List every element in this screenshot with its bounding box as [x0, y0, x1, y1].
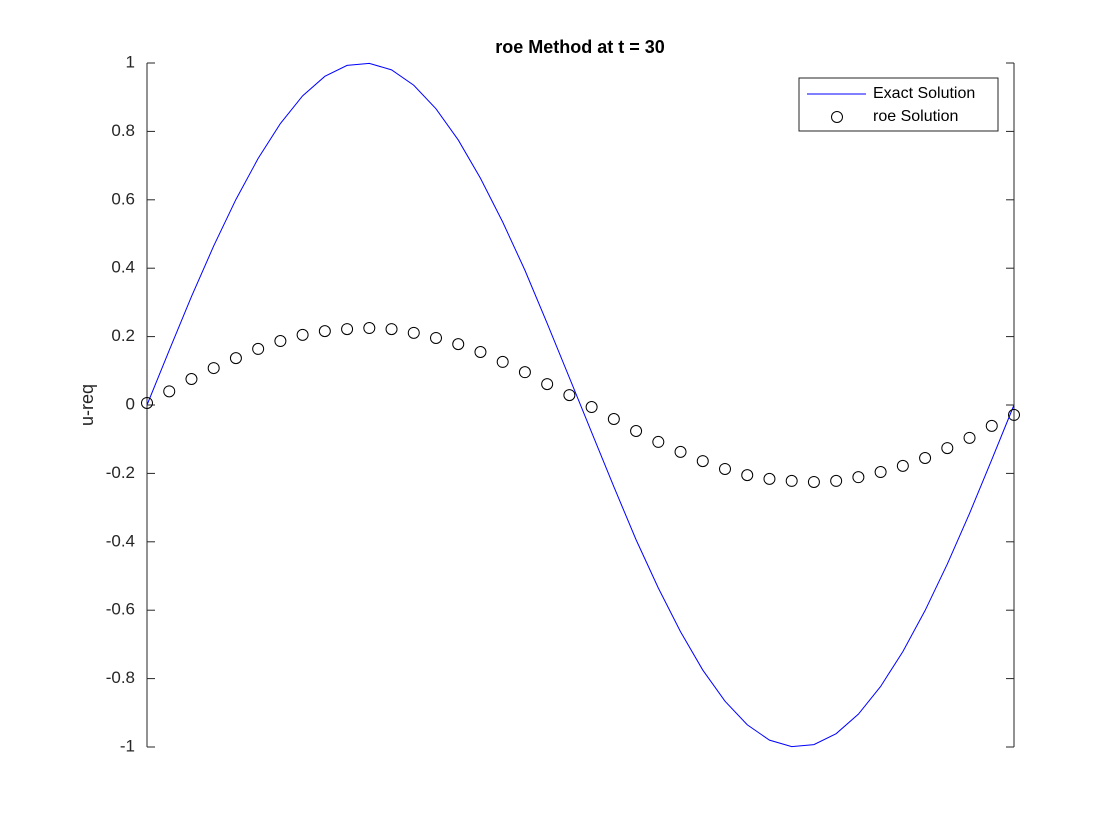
marker — [296, 328, 309, 341]
marker — [630, 424, 643, 437]
legend-label: Exact Solution — [873, 85, 975, 102]
legend-swatch — [831, 111, 843, 123]
marker — [185, 373, 198, 386]
marker — [919, 452, 932, 465]
marker — [252, 342, 265, 355]
marker — [941, 442, 954, 455]
marker — [607, 413, 620, 426]
marker — [1008, 408, 1020, 421]
y-tick-label: 0 — [126, 394, 135, 413]
marker — [207, 362, 220, 375]
y-tick-label: 1 — [126, 52, 135, 71]
y-tick-label: 0.8 — [111, 121, 135, 140]
marker — [385, 323, 398, 336]
marker — [452, 338, 465, 351]
legend-box — [798, 77, 999, 132]
y-tick-label: -0.4 — [106, 531, 135, 550]
y-tick-label: 0.6 — [111, 189, 135, 208]
marker — [163, 385, 176, 398]
marker — [274, 335, 287, 348]
marker — [741, 469, 754, 482]
line-series — [146, 62, 1015, 748]
marker — [141, 396, 153, 409]
marker — [518, 366, 531, 379]
marker — [963, 431, 976, 444]
marker — [763, 472, 776, 485]
marker — [474, 345, 487, 358]
marker — [585, 401, 598, 414]
y-tick-label: -0.8 — [106, 668, 135, 687]
marker — [719, 462, 731, 475]
legend-label: roe Solution — [873, 108, 958, 125]
marker — [318, 325, 331, 338]
marker — [874, 466, 887, 479]
y-tick-label: -0.6 — [106, 600, 135, 619]
marker — [785, 474, 798, 487]
marker — [563, 389, 576, 402]
marker — [652, 435, 665, 448]
marker — [363, 322, 376, 335]
marker — [407, 326, 420, 339]
marker — [341, 323, 354, 336]
marker — [696, 455, 709, 468]
marker — [674, 445, 687, 458]
marker — [985, 419, 998, 432]
marker — [896, 459, 909, 472]
y-axis-label: u-req — [77, 384, 97, 426]
marker — [496, 355, 509, 368]
chart-title: roe Method at t = 30 — [495, 37, 665, 57]
marker — [830, 474, 843, 487]
marker — [852, 471, 865, 484]
y-tick-label: -1 — [120, 736, 135, 755]
marker — [541, 378, 554, 391]
marker — [430, 331, 442, 344]
y-tick-label: 0.2 — [111, 326, 135, 345]
marker — [807, 475, 820, 488]
marker — [229, 352, 242, 365]
y-tick-label: 0.4 — [111, 258, 135, 277]
y-tick-label: -0.2 — [106, 463, 135, 482]
